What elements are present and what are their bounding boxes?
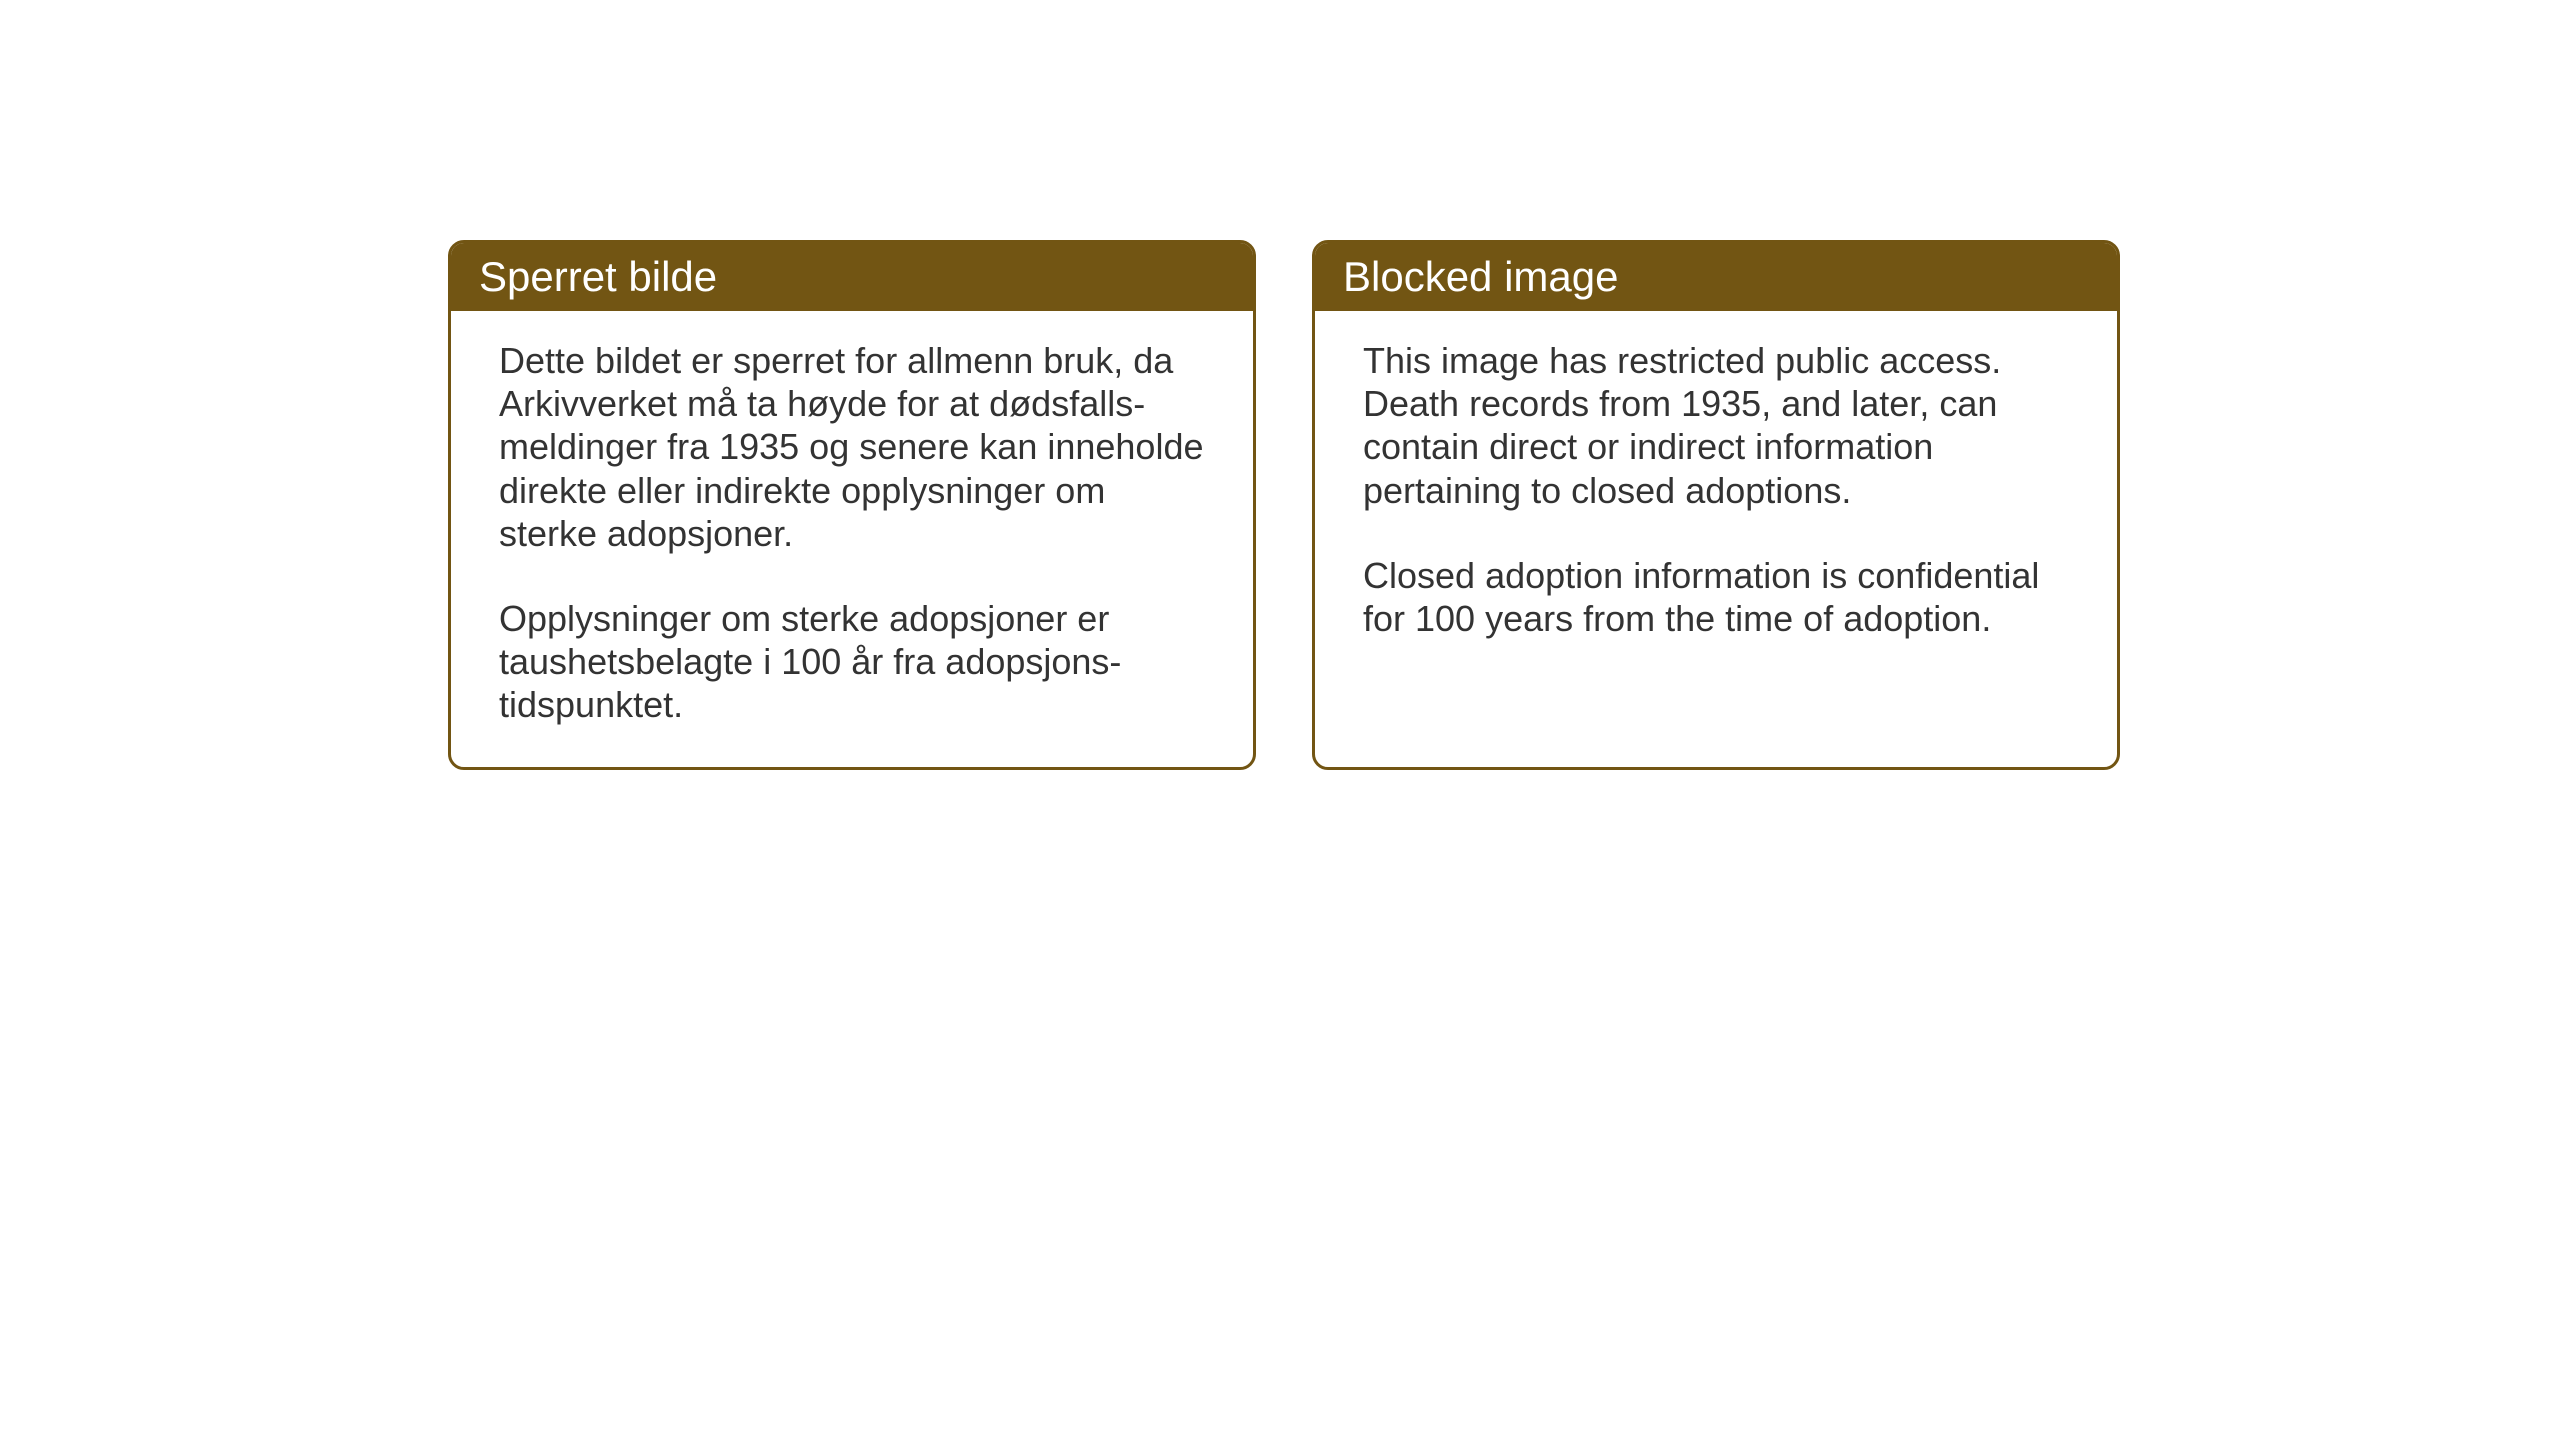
- card-paragraph-norwegian-2: Opplysninger om sterke adopsjoner er tau…: [499, 597, 1205, 727]
- card-body-norwegian: Dette bildet er sperret for allmenn bruk…: [451, 311, 1253, 767]
- card-paragraph-english-1: This image has restricted public access.…: [1363, 339, 2069, 512]
- card-title-norwegian: Sperret bilde: [479, 253, 717, 300]
- notice-card-english: Blocked image This image has restricted …: [1312, 240, 2120, 770]
- card-paragraph-english-2: Closed adoption information is confident…: [1363, 554, 2069, 640]
- card-header-english: Blocked image: [1315, 243, 2117, 311]
- notice-container: Sperret bilde Dette bildet er sperret fo…: [448, 240, 2120, 770]
- card-title-english: Blocked image: [1343, 253, 1618, 300]
- notice-card-norwegian: Sperret bilde Dette bildet er sperret fo…: [448, 240, 1256, 770]
- card-header-norwegian: Sperret bilde: [451, 243, 1253, 311]
- card-body-english: This image has restricted public access.…: [1315, 311, 2117, 736]
- card-paragraph-norwegian-1: Dette bildet er sperret for allmenn bruk…: [499, 339, 1205, 555]
